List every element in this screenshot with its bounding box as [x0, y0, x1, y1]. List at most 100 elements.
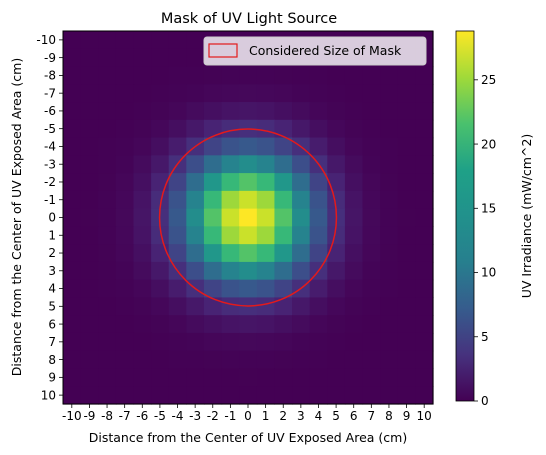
heatmap-cell	[63, 332, 82, 352]
heatmap-cell	[274, 386, 293, 405]
heatmap-cell	[133, 66, 152, 85]
heatmap-cell	[292, 119, 311, 139]
y-axis-label: Distance from the Center of UV Exposed A…	[9, 58, 24, 376]
heatmap-cell	[168, 84, 187, 103]
heatmap-cell	[309, 350, 328, 370]
heatmap-cell	[63, 31, 82, 50]
heatmap-cell	[309, 137, 328, 156]
heatmap-cell	[274, 208, 293, 227]
heatmap-cell	[415, 66, 434, 85]
heatmap-cell	[115, 208, 135, 227]
heatmap-cell	[133, 386, 152, 405]
x-tick-label: -6	[136, 409, 148, 423]
heatmap-cell	[168, 190, 187, 210]
heatmap-cell	[344, 297, 364, 316]
heatmap-cell	[344, 84, 364, 103]
heatmap-cell	[203, 137, 223, 156]
heatmap-cell	[239, 350, 258, 370]
heatmap-cell	[115, 190, 135, 210]
heatmap-cell	[115, 84, 135, 103]
heatmap-cell	[63, 208, 82, 227]
x-axis-label: Distance from the Center of UV Exposed A…	[89, 430, 407, 445]
heatmap-cell	[415, 244, 434, 263]
heatmap-cell	[186, 84, 205, 103]
heatmap-cell	[362, 386, 381, 405]
heatmap-cell	[274, 297, 293, 316]
heatmap-cell	[327, 190, 346, 210]
heatmap-cell	[292, 84, 311, 103]
heatmap-cell	[274, 155, 293, 174]
heatmap-cell	[115, 137, 135, 156]
heatmap-cell	[63, 48, 82, 68]
heatmap-cell	[221, 190, 240, 210]
heatmap-cell	[256, 297, 276, 316]
heatmap-cell	[256, 190, 276, 210]
heatmap-cell	[380, 261, 399, 281]
heatmap-cell	[380, 84, 399, 103]
heatmap-cell	[309, 102, 328, 121]
heatmap-cell	[380, 350, 399, 370]
heatmap-cell	[115, 226, 135, 245]
heatmap-cell	[203, 350, 223, 370]
heatmap-cell	[98, 279, 117, 299]
heatmap-cell	[98, 368, 117, 387]
heatmap-cell	[133, 208, 152, 227]
heatmap-cell	[415, 173, 434, 192]
heatmap-cell	[203, 279, 223, 299]
heatmap-cell	[327, 66, 346, 85]
heatmap-cell	[362, 226, 381, 245]
heatmap-cell	[327, 244, 346, 263]
heatmap-cell	[292, 350, 311, 370]
heatmap-cell	[274, 244, 293, 263]
heatmap-cell	[186, 226, 205, 245]
heatmap-cell	[327, 279, 346, 299]
heatmap-cell	[327, 332, 346, 352]
heatmap-cell	[221, 226, 240, 245]
heatmap-cell	[168, 386, 187, 405]
heatmap-cell	[274, 137, 293, 156]
colorbar-tick-label: 15	[481, 201, 496, 215]
heatmap-cell	[415, 332, 434, 352]
heatmap-cell	[292, 244, 311, 263]
legend-swatch	[208, 43, 238, 58]
heatmap-cell	[397, 386, 416, 405]
heatmap-cell	[186, 315, 205, 334]
heatmap-cell	[115, 66, 135, 85]
x-tick-label: 5	[332, 409, 340, 423]
heatmap-cell	[415, 297, 434, 316]
heatmap-cell	[397, 226, 416, 245]
heatmap-cell	[221, 386, 240, 405]
heatmap-cells	[63, 31, 434, 405]
y-tick-label: 9	[48, 371, 56, 385]
heatmap-cell	[221, 261, 240, 281]
heatmap-cell	[327, 261, 346, 281]
heatmap-cell	[168, 332, 187, 352]
heatmap-cell	[98, 137, 117, 156]
heatmap-cell	[256, 368, 276, 387]
y-tick-label: 1	[48, 228, 56, 242]
heatmap-cell	[98, 155, 117, 174]
heatmap-cell	[98, 84, 117, 103]
heatmap-cell	[397, 279, 416, 299]
x-tick-label: -1	[224, 409, 236, 423]
heatmap-cell	[256, 315, 276, 334]
heatmap-cell	[80, 244, 99, 263]
heatmap-cell	[168, 66, 187, 85]
heatmap-cell	[186, 190, 205, 210]
legend-label: Considered Size of Mask	[249, 43, 402, 58]
y-tick-label: 7	[48, 335, 56, 349]
y-tick-label: -6	[44, 104, 56, 118]
heatmap-cell	[380, 173, 399, 192]
heatmap-cell	[80, 315, 99, 334]
heatmap-cell	[63, 386, 82, 405]
heatmap-cell	[115, 279, 135, 299]
heatmap-cell	[115, 386, 135, 405]
heatmap-cell	[133, 48, 152, 68]
heatmap-cell	[115, 244, 135, 263]
heatmap-cell	[186, 332, 205, 352]
heatmap-cell	[203, 173, 223, 192]
heatmap-cell	[274, 102, 293, 121]
heatmap-cell	[397, 332, 416, 352]
legend: Considered Size of Mask	[203, 36, 427, 66]
heatmap-cell	[115, 173, 135, 192]
